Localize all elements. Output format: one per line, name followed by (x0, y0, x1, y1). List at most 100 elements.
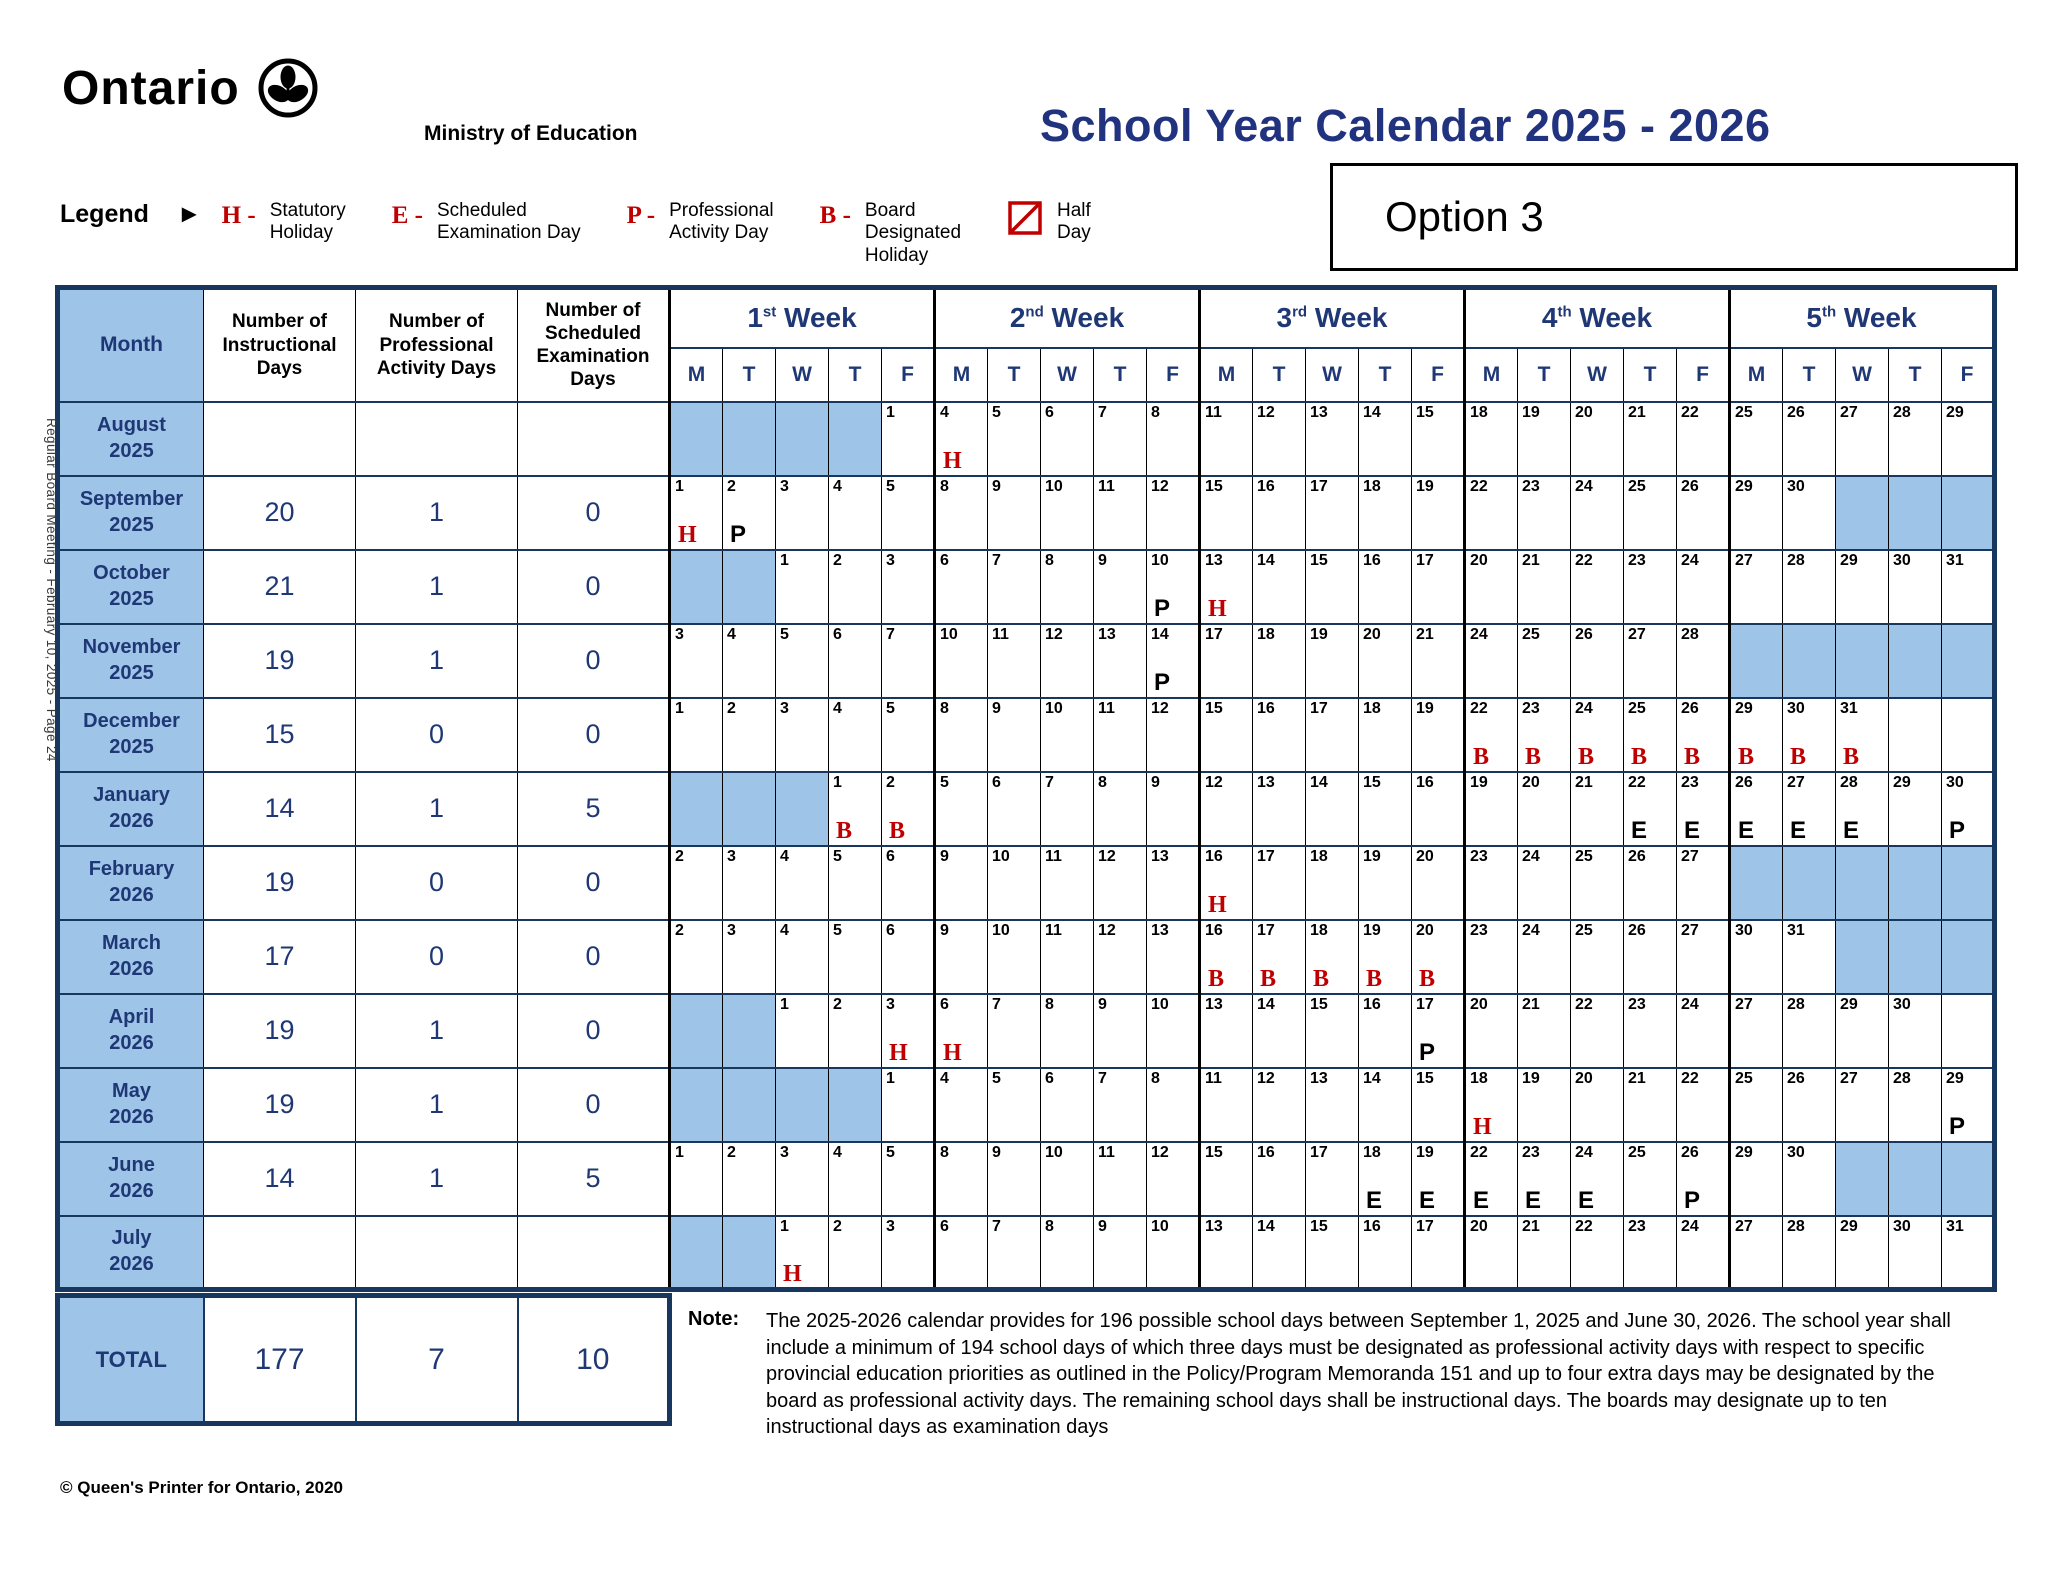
day-number: 30 (1787, 477, 1805, 495)
day-number: 18 (1470, 1069, 1488, 1087)
day-number: 15 (1205, 1143, 1223, 1161)
day-number: 19 (1470, 773, 1488, 791)
day-cell: 19 E (1411, 1140, 1465, 1217)
day-marker-b: B (1684, 744, 1701, 771)
day-marker-b: B (1419, 966, 1436, 993)
day-number: 7 (992, 551, 1001, 569)
day-number: 18 (1363, 1143, 1381, 1161)
day-cell: 19 B (1358, 918, 1412, 995)
day-number: 29 (1735, 477, 1753, 495)
day-cell: 6 (933, 1214, 988, 1291)
day-cell: 11 (1040, 844, 1094, 921)
day-cell: 31 (1941, 548, 1995, 625)
day-cell: 13 (1305, 1066, 1359, 1143)
day-cell: 30 (1888, 992, 1942, 1069)
brand: Ontario (62, 56, 320, 120)
day-cell (722, 548, 776, 625)
day-cell (1835, 622, 1889, 699)
day-number: 15 (1310, 1217, 1328, 1235)
day-marker-e: E (1684, 817, 1701, 845)
day-marker-b: B (1738, 744, 1755, 771)
pa-days-value: 0 (355, 918, 518, 995)
day-cell: 9 (1093, 992, 1147, 1069)
day-number: 10 (940, 625, 958, 643)
instructional-days-value: 19 (203, 622, 356, 699)
day-cell: 2 (668, 844, 723, 921)
total-pa-days: 7 (354, 1294, 519, 1425)
day-cell: 1 (775, 548, 829, 625)
day-number: 17 (1416, 551, 1434, 569)
day-cell: 22 (1570, 992, 1624, 1069)
day-number: 26 (1681, 477, 1699, 495)
day-marker-b: B (1313, 966, 1330, 993)
day-of-week-header: W (1040, 346, 1094, 403)
option-label: Option 3 (1385, 193, 1544, 240)
day-number: 23 (1522, 699, 1540, 717)
instructional-days-value (203, 400, 356, 477)
legend-label: Legend (60, 200, 149, 228)
day-cell: 19 (1305, 622, 1359, 699)
day-number: 8 (1151, 1069, 1160, 1087)
day-of-week-header: F (1411, 346, 1465, 403)
day-number: 21 (1416, 625, 1434, 643)
day-cell: 10 P (1146, 548, 1200, 625)
day-cell: 8 (1146, 1066, 1200, 1143)
day-cell: 16 B (1198, 918, 1253, 995)
day-number: 5 (780, 625, 789, 643)
exam-days-value: 0 (517, 548, 670, 625)
day-number: 3 (780, 699, 789, 717)
day-number: 24 (1575, 1143, 1593, 1161)
month-row: March 2026 17 0 0 2 3 4 5 6 9 10 11 12 13 16 B 17 B 18 B 19 B… (57, 918, 1995, 995)
month-row: July 2026 1 H 2 3 6 7 8 9 10 13 14 15 16 17 20 21 22 23 24 2… (57, 1214, 1995, 1291)
day-cell: 30 (1888, 548, 1942, 625)
day-cell: 26 (1570, 622, 1624, 699)
day-number: 30 (1893, 1217, 1911, 1235)
day-cell (1835, 844, 1889, 921)
pa-days-value (355, 1214, 518, 1291)
day-cell: 27 (1728, 992, 1783, 1069)
day-cell: 13 (1305, 400, 1359, 477)
day-number: 27 (1735, 995, 1753, 1013)
day-number: 5 (992, 403, 1001, 421)
day-cell: 11 (1093, 696, 1147, 773)
day-cell (1835, 1140, 1889, 1217)
day-cell: 27 (1623, 622, 1677, 699)
day-cell (1941, 992, 1995, 1069)
day-cell: 27 (1728, 548, 1783, 625)
day-cell: 13 (1198, 1214, 1253, 1291)
month-name: August 2025 (57, 400, 204, 477)
day-number: 17 (1416, 995, 1434, 1013)
day-cell: 29 (1941, 400, 1995, 477)
day-number: 21 (1575, 773, 1593, 791)
day-number: 17 (1257, 921, 1275, 939)
day-cell: 12 (1093, 918, 1147, 995)
day-marker-b: B (836, 818, 853, 845)
day-marker-e: E (1419, 1187, 1436, 1215)
calendar-table: Month Number of Instructional Days Number … (55, 285, 1997, 1292)
day-cell: 5 (987, 400, 1041, 477)
month-row: September 2025 20 1 0 1 H 2 P 3 4 5 8 9 10 11 12 15 16 17 1… (57, 474, 1995, 551)
day-cell: 8 (933, 696, 988, 773)
side-note: Regular Board Meeting - February 10, 202… (44, 418, 59, 762)
day-marker-e: E (1843, 817, 1860, 845)
day-cell: 26 E (1728, 770, 1783, 847)
day-number: 30 (1946, 773, 1964, 791)
day-number: 16 (1363, 551, 1381, 569)
day-number: 13 (1151, 921, 1169, 939)
day-cell: 15 (1305, 1214, 1359, 1291)
day-number: 9 (940, 847, 949, 865)
day-cell: 19 (1411, 696, 1465, 773)
day-number: 19 (1416, 1143, 1434, 1161)
day-cell: 23 (1623, 1214, 1677, 1291)
option-box: Option 3 (1330, 163, 2018, 271)
day-number: 8 (1098, 773, 1107, 791)
day-number: 14 (1363, 403, 1381, 421)
day-number: 5 (833, 847, 842, 865)
day-cell: 15 (1198, 1140, 1253, 1217)
exam-days-value: 0 (517, 992, 670, 1069)
day-number: 29 (1840, 551, 1858, 569)
day-cell: 4 (828, 1140, 882, 1217)
